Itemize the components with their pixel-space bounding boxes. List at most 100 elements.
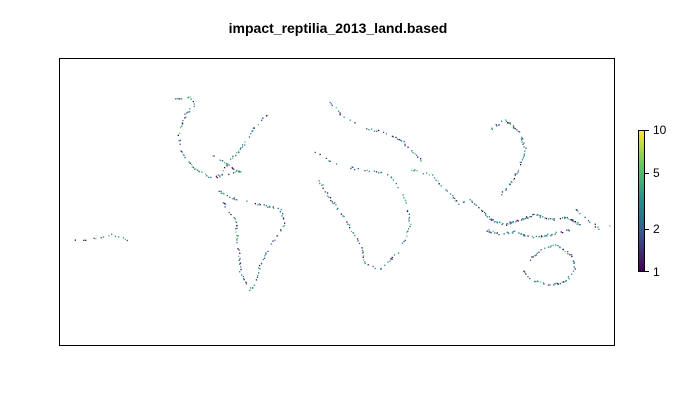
- impact-cell: [263, 257, 266, 259]
- impact-cell: [522, 157, 524, 159]
- impact-cell: [411, 150, 413, 152]
- impact-cell: [374, 267, 376, 270]
- impact-cell: [93, 237, 95, 239]
- impact-cell: [478, 207, 481, 209]
- impact-cell: [527, 217, 529, 219]
- impact-cell: [495, 124, 497, 126]
- impact-cell: [565, 280, 567, 282]
- impact-cell: [187, 111, 189, 113]
- impact-cell: [489, 218, 491, 221]
- impact-cell: [328, 160, 330, 162]
- impact-cell: [567, 276, 570, 278]
- impact-cell: [181, 98, 183, 100]
- impact-cell: [114, 235, 117, 237]
- impact-cell: [537, 214, 539, 216]
- impact-cell: [406, 231, 408, 233]
- impact-cell: [364, 261, 366, 263]
- impact-cell: [375, 171, 378, 173]
- impact-cell: [240, 268, 242, 271]
- impact-cell: [404, 145, 406, 147]
- impact-cell: [259, 204, 261, 206]
- impact-cell: [318, 180, 320, 182]
- impact-cell: [240, 266, 242, 268]
- impact-cell: [368, 170, 370, 173]
- impact-cell: [540, 236, 542, 238]
- impact-cell: [337, 207, 339, 209]
- impact-cell: [237, 171, 240, 173]
- impact-cell: [564, 217, 567, 219]
- impact-cell: [510, 222, 512, 225]
- impact-cell: [566, 229, 568, 231]
- impact-cell: [255, 279, 258, 281]
- impact-cell: [187, 97, 189, 99]
- impact-cell: [239, 262, 242, 264]
- impact-cell: [396, 138, 399, 140]
- impact-cell: [330, 103, 332, 105]
- impact-cell: [542, 235, 544, 238]
- impact-cell: [252, 287, 254, 289]
- impact-cell: [561, 281, 563, 283]
- impact-cell: [525, 147, 527, 149]
- impact-cell: [329, 101, 331, 104]
- impact-cell: [384, 264, 386, 266]
- impact-cell: [340, 213, 342, 215]
- impact-cell: [531, 235, 533, 237]
- impact-cell: [272, 206, 274, 208]
- impact-cell: [532, 214, 534, 216]
- impact-cell: [111, 233, 113, 235]
- impact-cell: [257, 275, 259, 277]
- impact-cell: [272, 207, 275, 209]
- impact-cell: [392, 179, 395, 181]
- impact-cell: [521, 219, 523, 221]
- impact-cell: [535, 214, 538, 216]
- impact-cell: [488, 229, 490, 231]
- impact-cell: [491, 128, 493, 131]
- legend-tick: [645, 271, 649, 272]
- impact-cell: [547, 233, 549, 235]
- impact-cell: [331, 201, 334, 203]
- impact-cell: [387, 174, 389, 176]
- impact-cell: [545, 234, 547, 237]
- impact-cell: [576, 223, 578, 225]
- impact-cell: [516, 219, 518, 222]
- impact-cell: [496, 125, 498, 127]
- impact-cell: [233, 168, 235, 170]
- impact-cell: [553, 284, 555, 286]
- impact-cell: [270, 243, 272, 245]
- impact-cell: [548, 218, 550, 220]
- impact-cell: [517, 169, 520, 171]
- impact-cell: [594, 226, 596, 228]
- impact-cell: [236, 237, 238, 240]
- impact-cell: [579, 213, 581, 215]
- impact-cell: [395, 136, 397, 139]
- impact-cell: [426, 172, 428, 174]
- impact-cell: [490, 218, 492, 220]
- impact-cell: [410, 223, 412, 225]
- impact-cell: [522, 138, 524, 140]
- impact-cell: [495, 220, 497, 223]
- impact-cell: [194, 168, 197, 170]
- impact-cell: [186, 112, 188, 114]
- impact-cell: [563, 216, 566, 218]
- impact-cell: [486, 216, 488, 218]
- impact-cell: [217, 174, 220, 176]
- impact-cell: [504, 119, 507, 121]
- impact-cell: [553, 219, 555, 221]
- impact-cell: [220, 190, 222, 193]
- impact-cell: [373, 170, 375, 172]
- impact-cell: [235, 152, 238, 154]
- impact-cell: [346, 221, 348, 223]
- impact-cell: [408, 216, 411, 219]
- impact-cell: [571, 273, 573, 275]
- impact-cell: [180, 150, 182, 152]
- legend-tick-label: 1: [653, 265, 660, 279]
- impact-cell: [181, 151, 183, 153]
- impact-cell: [406, 209, 409, 212]
- impact-cell: [233, 217, 235, 219]
- impact-cell: [250, 133, 252, 135]
- impact-cell: [367, 264, 369, 266]
- impact-cell: [280, 208, 282, 211]
- impact-cell: [336, 208, 338, 210]
- impact-cell: [218, 190, 220, 192]
- impact-cell: [257, 204, 259, 206]
